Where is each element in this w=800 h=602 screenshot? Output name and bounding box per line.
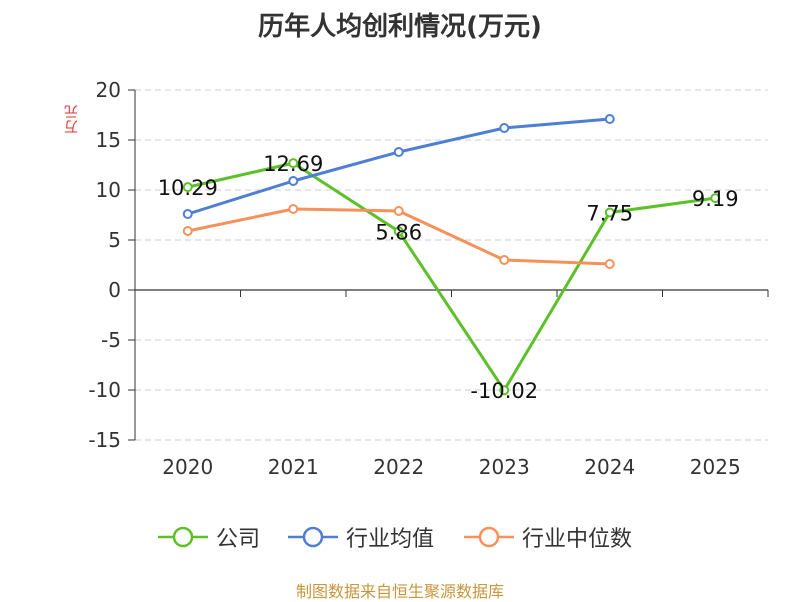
x-tick-label: 2025 — [690, 455, 741, 479]
data-point — [393, 147, 404, 157]
legend-marker-company — [158, 526, 208, 548]
y-tick-label: 5 — [108, 228, 121, 252]
y-tick-label: 0 — [108, 278, 121, 302]
data-label: 9.19 — [692, 187, 739, 211]
series-line — [187, 117, 610, 216]
legend-marker-industry-mean — [288, 526, 338, 548]
data-label: 10.29 — [158, 176, 218, 200]
data-point — [182, 226, 193, 236]
data-point — [499, 385, 510, 396]
chart-title: 历年人均创利情况(万元) — [258, 12, 542, 42]
data-labels: 10.29 12.69 5.86 -10.02 7.75 9.19 — [158, 152, 739, 403]
y-tick-label: 10 — [96, 178, 121, 202]
data-point — [393, 206, 404, 216]
data-point — [288, 158, 299, 169]
data-point — [288, 176, 299, 186]
data-point — [499, 255, 510, 265]
legend-item-company[interactable]: 公司 — [158, 520, 260, 554]
legend-marker-industry-median — [464, 526, 514, 548]
source-note: 制图数据来自恒生聚源数据库 — [295, 582, 504, 601]
legend-label-industry-median: 行业中位数 — [522, 527, 633, 552]
x-tick-label: 2020 — [162, 455, 213, 479]
data-point — [288, 204, 299, 214]
data-label: 7.75 — [586, 202, 633, 226]
series-lines — [182, 114, 721, 396]
legend: 公司 行业均值 行业中位数 — [0, 520, 800, 554]
legend-label-company: 公司 — [216, 527, 261, 552]
x-tick-label: 2022 — [373, 455, 424, 479]
data-label: 12.69 — [263, 152, 323, 176]
data-point — [182, 182, 193, 193]
y-tick-label: -15 — [88, 428, 121, 452]
data-point — [710, 193, 721, 204]
data-point — [182, 209, 193, 219]
x-tick-label: 2021 — [268, 455, 319, 479]
legend-label-industry-mean: 行业均值 — [346, 527, 435, 552]
series-line — [187, 161, 716, 392]
grid-lines — [135, 89, 768, 441]
axes: 20 15 10 5 0 -5 -10 -15 2020 2021 2022 2023 2024 2025 — [88, 78, 769, 479]
legend-item-industry-median[interactable]: 行业中位数 — [464, 520, 632, 554]
data-point — [604, 114, 615, 124]
data-label: 5.86 — [375, 220, 422, 244]
data-point — [604, 259, 615, 269]
y-tick-label: -5 — [101, 328, 121, 352]
legend-item-industry-mean[interactable]: 行业均值 — [288, 520, 434, 554]
x-tick-label: 2023 — [479, 455, 530, 479]
y-tick-label: 15 — [96, 128, 121, 152]
data-point — [393, 226, 404, 237]
y-tick-label: -10 — [88, 378, 121, 402]
x-tick-label: 2024 — [584, 455, 635, 479]
data-point — [604, 207, 615, 218]
data-label: -10.02 — [470, 379, 538, 403]
data-point — [499, 123, 510, 133]
y-tick-label: 20 — [96, 78, 121, 102]
